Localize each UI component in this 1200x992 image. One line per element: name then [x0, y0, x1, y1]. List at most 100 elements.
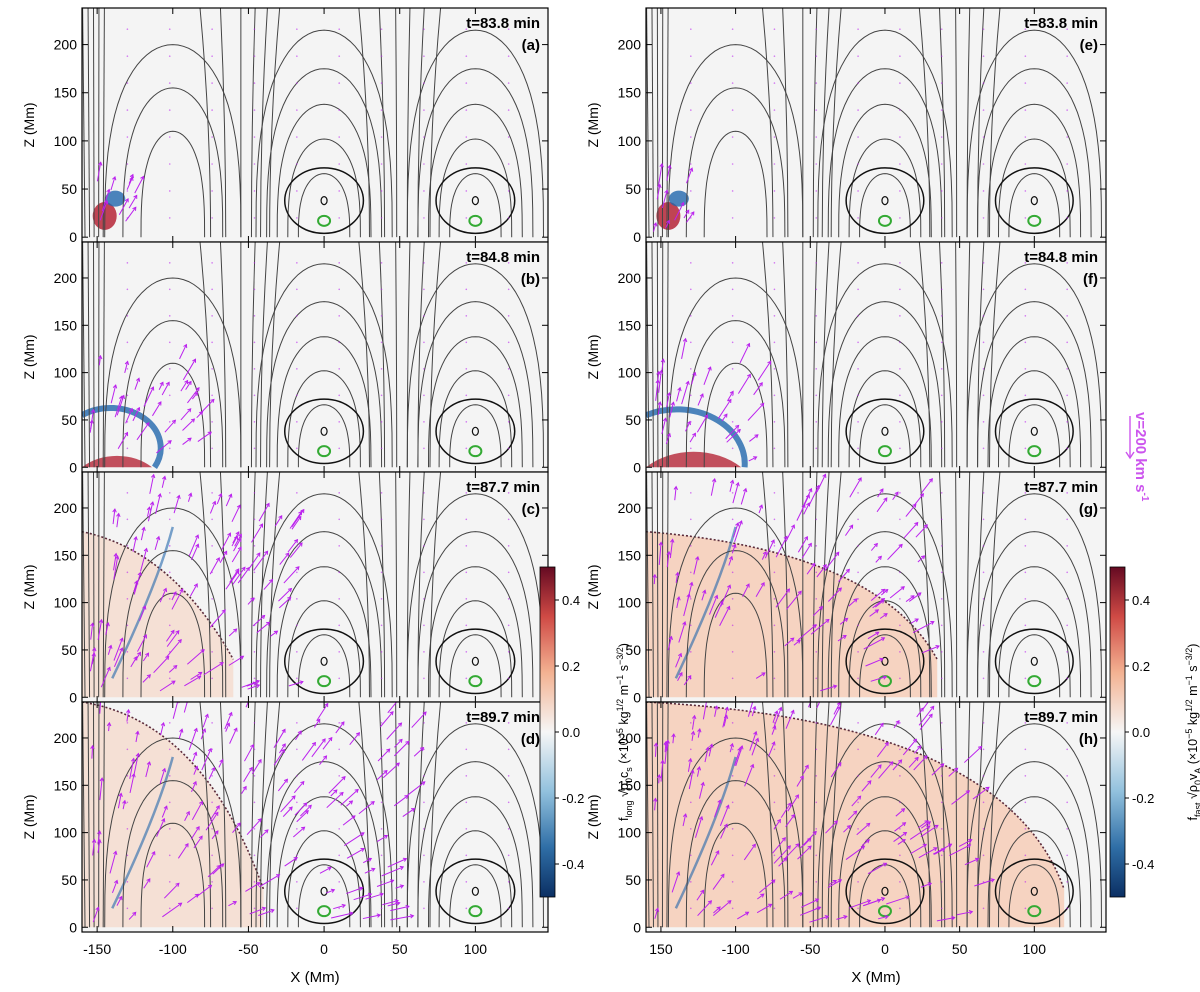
velocity-dot	[423, 624, 425, 627]
field-line	[438, 830, 513, 928]
field-line	[378, 242, 386, 468]
velocity-dot	[423, 315, 425, 317]
velocity-dot	[690, 624, 692, 627]
velocity-dot	[296, 881, 298, 883]
velocity-dot	[126, 288, 129, 291]
velocity-arrowhead	[723, 714, 729, 719]
velocity-arrow	[714, 799, 721, 818]
velocity-dot	[338, 518, 341, 521]
velocity-arrowhead	[160, 721, 166, 727]
field-line	[449, 864, 502, 928]
velocity-arrowhead	[162, 475, 167, 480]
velocity-dot	[940, 394, 943, 397]
velocity-dot	[507, 368, 510, 370]
field-line	[92, 702, 95, 928]
velocity-dot	[253, 368, 256, 370]
field-line	[417, 301, 534, 468]
field-line	[955, 472, 958, 698]
velocity-arrow	[867, 862, 887, 875]
velocity-arrowhead	[95, 906, 100, 911]
velocity-arrow	[772, 710, 778, 723]
velocity-dot	[899, 571, 901, 574]
velocity-arrowhead	[880, 637, 886, 642]
velocity-dot	[126, 109, 129, 111]
velocity-dot	[940, 598, 943, 600]
velocity-dot	[423, 262, 425, 264]
velocity-arrowhead	[845, 568, 850, 573]
velocity-arrow	[216, 493, 222, 505]
y-tick-label: 100	[54, 825, 78, 841]
y-tick-label: 200	[54, 37, 78, 53]
colorbar-title-part: m	[1186, 686, 1200, 700]
velocity-arrow	[126, 177, 133, 190]
velocity-dot	[940, 907, 943, 910]
y-tick-label: 50	[625, 872, 641, 888]
velocity-arrowhead	[255, 683, 261, 689]
velocity-arrowhead	[237, 537, 242, 542]
velocity-arrow	[878, 761, 893, 779]
velocity-arrow	[316, 703, 329, 721]
velocity-arrowhead	[990, 878, 996, 883]
field-line	[848, 138, 922, 238]
x-tick-label: 100	[464, 941, 488, 957]
colorbar-left-gradient	[539, 566, 556, 898]
field-line	[703, 822, 768, 928]
velocity-dot	[168, 722, 171, 724]
velocity-arrowhead	[195, 387, 200, 392]
velocity-arrowhead	[707, 366, 712, 371]
field-line	[966, 493, 1102, 698]
velocity-arrow	[666, 740, 669, 751]
velocity-arrow	[810, 619, 830, 635]
velocity-dot	[253, 394, 256, 397]
velocity-dot	[690, 828, 692, 830]
velocity-dot	[773, 881, 776, 883]
velocity-dot	[168, 492, 171, 494]
velocity-arrow	[143, 386, 154, 407]
velocity-legend-superscript: -1	[1139, 493, 1150, 502]
velocity-arrowhead	[754, 737, 760, 742]
velocity-arrowhead	[360, 848, 365, 852]
velocity-arrowhead	[933, 847, 938, 852]
velocity-dot	[296, 748, 298, 751]
field-line	[987, 566, 1082, 698]
velocity-arrow	[263, 579, 273, 590]
velocity-dot	[380, 190, 383, 192]
velocity-dot	[507, 651, 510, 653]
velocity-arrow	[894, 822, 906, 832]
velocity-dot	[253, 190, 256, 192]
velocity-dot	[982, 288, 985, 291]
velocity-arrow	[974, 879, 995, 887]
field-line	[955, 702, 958, 928]
velocity-dot	[338, 775, 341, 777]
velocity-arrowhead	[768, 903, 773, 908]
velocity-dot	[380, 28, 383, 30]
velocity-arrow	[792, 892, 803, 899]
velocity-arrowhead	[714, 705, 719, 710]
x-axis-label: X (Mm)	[851, 969, 900, 986]
velocity-dot	[465, 545, 468, 547]
velocity-arrowhead	[853, 810, 858, 815]
panel-background	[646, 8, 1106, 242]
y-axis-label: Z (Mm)	[585, 102, 601, 147]
field-line	[761, 242, 774, 468]
velocity-dot	[211, 447, 213, 450]
velocity-arrowhead	[171, 680, 176, 685]
velocity-dot	[338, 447, 341, 450]
field-line	[827, 68, 943, 238]
velocity-arrow	[742, 583, 750, 597]
field-line	[428, 796, 523, 928]
velocity-arrow	[839, 618, 848, 625]
velocity-arrowhead	[690, 730, 696, 736]
panel-background	[646, 242, 1106, 472]
velocity-dot	[1024, 801, 1027, 804]
velocity-arrowhead	[316, 718, 321, 723]
velocity-arrowhead	[264, 550, 269, 555]
field-line	[276, 796, 372, 928]
velocity-arrow	[122, 800, 126, 810]
velocity-arrow	[187, 387, 200, 404]
velocity-arrowhead	[732, 543, 737, 549]
velocity-arrow	[289, 542, 303, 558]
velocity-dot	[815, 136, 818, 138]
velocity-arrowhead	[261, 614, 266, 620]
